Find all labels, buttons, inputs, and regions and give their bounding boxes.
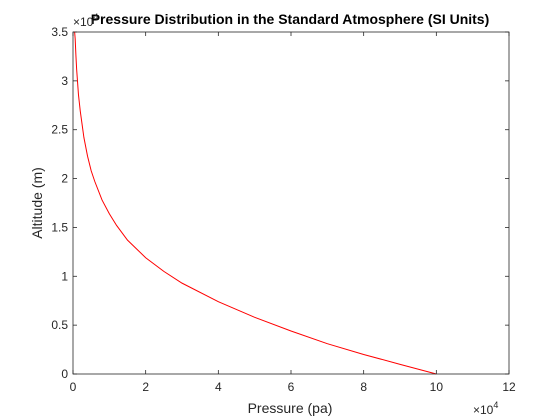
x-tick-label: 0 xyxy=(70,380,77,394)
x-axis-multiplier: ×104 xyxy=(473,400,498,417)
x-tick-label: 10 xyxy=(430,380,444,394)
y-axis-multiplier-exponent: 4 xyxy=(93,12,98,22)
x-axis-multiplier-base: ×10 xyxy=(473,403,494,417)
y-tick-label: 2.5 xyxy=(51,123,68,137)
y-axis-label: Altitude (m) xyxy=(29,167,45,239)
x-tick-label: 8 xyxy=(360,380,367,394)
series-line-0 xyxy=(74,31,437,375)
y-axis-multiplier: ×104 xyxy=(73,12,98,29)
series-layer xyxy=(74,31,437,375)
plot-area xyxy=(73,32,509,374)
x-axis-label: Pressure (pa) xyxy=(248,400,333,416)
y-tick-label: 1 xyxy=(61,269,68,283)
y-tick-label: 2 xyxy=(61,172,68,186)
y-tick-label: 3.5 xyxy=(51,25,68,39)
y-axis-ticks: 0 0.5 1 1.5 2 2.5 3 3.5 xyxy=(51,25,509,381)
x-axis-multiplier-exponent: 4 xyxy=(493,400,498,410)
plot-frame xyxy=(72,31,510,375)
x-axis-ticks: 0 2 4 6 8 10 12 xyxy=(70,32,516,394)
chart-title: Pressure Distribution in the Standard At… xyxy=(91,11,490,27)
x-tick-label: 4 xyxy=(215,380,222,394)
y-tick-label: 3 xyxy=(61,74,68,88)
x-tick-label: 12 xyxy=(502,380,516,394)
x-tick-label: 6 xyxy=(288,380,295,394)
y-axis-multiplier-base: ×10 xyxy=(73,15,94,29)
y-tick-label: 1.5 xyxy=(51,220,68,234)
y-tick-label: 0.5 xyxy=(51,318,68,332)
x-tick-label: 2 xyxy=(142,380,149,394)
y-tick-label: 0 xyxy=(61,367,68,381)
